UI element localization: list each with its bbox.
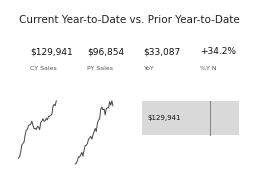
Text: PY Sales: PY Sales xyxy=(87,66,113,71)
Text: +34.2%: +34.2% xyxy=(200,47,236,56)
Text: $33,087: $33,087 xyxy=(144,47,181,56)
Text: %Y N: %Y N xyxy=(200,66,217,71)
Text: $96,854: $96,854 xyxy=(87,47,124,56)
Text: CY Sales: CY Sales xyxy=(30,66,57,71)
Text: Current Year-to-Date vs. Prior Year-to-Date: Current Year-to-Date vs. Prior Year-to-D… xyxy=(19,15,240,25)
Text: $129,941: $129,941 xyxy=(30,47,73,56)
Text: $129,941: $129,941 xyxy=(147,115,181,121)
FancyBboxPatch shape xyxy=(142,101,239,135)
Text: YoY: YoY xyxy=(144,66,154,71)
